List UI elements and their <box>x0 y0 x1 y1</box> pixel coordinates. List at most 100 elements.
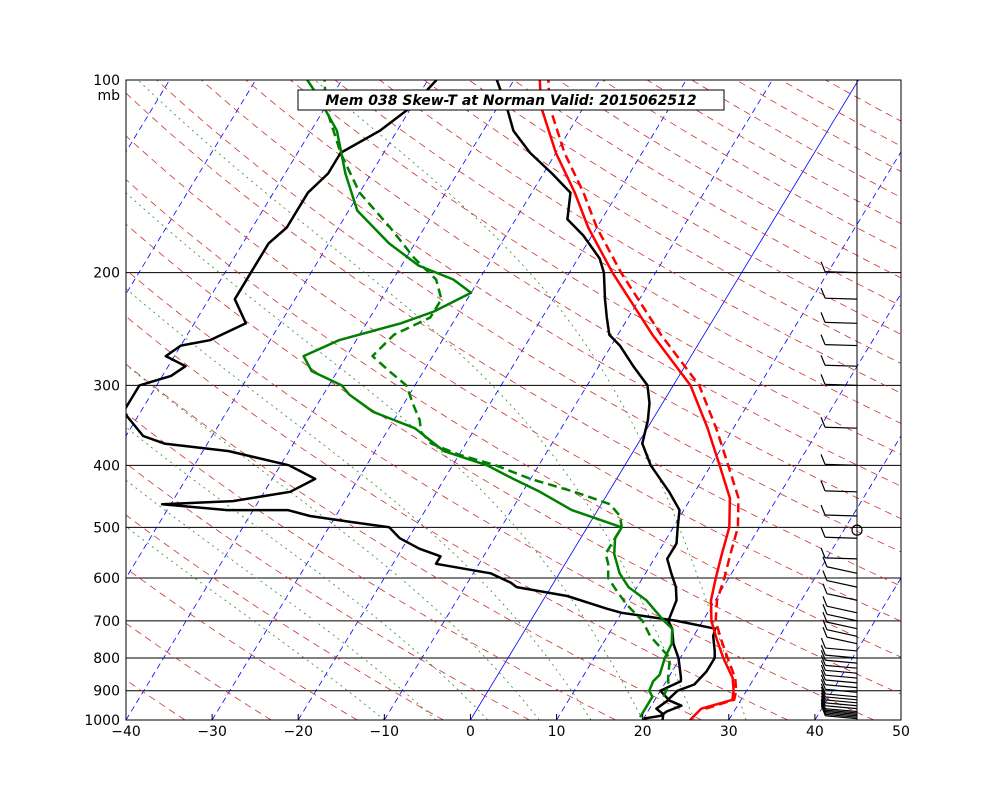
dry-adiabat <box>646 80 901 225</box>
isotherm-line <box>126 80 343 437</box>
y-tick-label: 600 <box>93 571 120 587</box>
series-parcel <box>538 80 735 720</box>
dry-adiabat <box>126 462 530 720</box>
wind-barb <box>820 261 858 274</box>
dry-adiabat <box>126 223 901 695</box>
wind-barb <box>822 583 858 601</box>
series-temperature <box>495 80 683 720</box>
moist-adiabat <box>126 364 540 720</box>
dry-adiabat <box>126 412 616 720</box>
wind-barb <box>820 644 858 659</box>
wind-barb <box>820 660 858 674</box>
dry-adiabat <box>126 567 358 720</box>
wind-barb <box>822 570 858 588</box>
dry-adiabat <box>126 179 901 658</box>
wind-barb <box>822 611 858 630</box>
dry-adiabat <box>557 80 901 279</box>
dry-adiabat <box>126 92 901 587</box>
wind-barb <box>820 312 858 324</box>
moist-adiabat <box>126 479 437 720</box>
wind-barb <box>820 504 858 517</box>
pressure-unit-label: mb <box>97 88 120 104</box>
isotherm-line <box>383 80 773 720</box>
moist-adiabat <box>126 288 592 720</box>
dry-adiabat <box>468 80 901 335</box>
series-temperature-alt <box>126 80 717 720</box>
dry-adiabat <box>126 514 444 720</box>
moist-adiabat <box>314 80 747 720</box>
chart-title-box: Mem 038 Skew-T at Norman Valid: 20150625… <box>297 89 725 111</box>
dry-adiabat <box>780 80 901 147</box>
wind-barb <box>820 655 858 669</box>
y-tick-label: 700 <box>93 614 120 630</box>
dry-adiabat <box>245 80 901 487</box>
x-tick-label: 0 <box>466 724 475 740</box>
wind-barb <box>822 619 858 637</box>
dry-adiabat <box>334 80 901 424</box>
dry-adiabat <box>602 80 901 252</box>
series-dewpoint-alt <box>323 80 672 698</box>
dry-adiabat <box>200 80 901 520</box>
wind-barb <box>820 674 858 689</box>
isotherm-line <box>642 293 901 720</box>
dry-adiabat <box>126 135 901 622</box>
y-tick-label: 900 <box>93 684 120 700</box>
wind-barb <box>820 417 858 429</box>
wind-barb <box>820 374 858 386</box>
dry-adiabat <box>825 80 901 122</box>
isotherm-line <box>728 435 901 720</box>
x-tick-label: −10 <box>370 724 400 740</box>
wind-barb <box>820 669 858 684</box>
dry-adiabat <box>126 315 788 720</box>
isotherm-line <box>987 80 1000 720</box>
dry-adiabat <box>290 80 901 455</box>
wind-barb <box>820 664 858 679</box>
dry-adiabat <box>379 80 901 394</box>
wind-barb <box>820 637 858 652</box>
y-tick-label: 300 <box>93 378 120 394</box>
wind-barb <box>820 527 858 539</box>
wind-barb <box>820 698 858 713</box>
y-tick-label: 200 <box>93 266 120 282</box>
isotherm-line <box>126 80 257 295</box>
wind-barb <box>820 650 858 664</box>
wind-barb <box>820 454 858 466</box>
wind-barb <box>822 556 858 574</box>
wind-barb <box>822 595 858 614</box>
wind-barb <box>822 626 858 645</box>
wind-barb <box>820 692 858 707</box>
dry-adiabat <box>513 80 901 307</box>
wind-barb <box>820 354 858 367</box>
chart-title: Mem 038 Skew-T at Norman Valid: 20150625… <box>325 93 696 109</box>
wind-barb <box>820 679 858 693</box>
x-tick-label: 50 <box>892 724 910 740</box>
isotherm-line <box>126 80 515 720</box>
dry-adiabat <box>126 269 875 720</box>
moist-adiabat <box>126 526 385 720</box>
wind-barb <box>820 547 858 560</box>
dry-adiabat <box>736 80 901 172</box>
moist-adiabat <box>126 426 488 720</box>
x-tick-label: 20 <box>634 724 652 740</box>
wind-barb <box>820 334 858 347</box>
isotherm-line <box>814 577 901 720</box>
dry-adiabat <box>691 80 901 198</box>
series-parcel-alt <box>547 80 740 710</box>
moist-adiabat <box>126 192 644 720</box>
x-tick-label: −40 <box>111 724 141 740</box>
x-tick-label: −20 <box>283 724 313 740</box>
isotherm-line <box>211 80 601 720</box>
plot-frame <box>125 79 902 721</box>
wind-barb <box>822 604 858 622</box>
y-tick-label: 400 <box>93 458 120 474</box>
moist-adiabat <box>137 80 695 720</box>
y-tick-label: 500 <box>93 520 120 536</box>
isotherm-line <box>900 719 901 720</box>
y-tick-label: 800 <box>93 651 120 667</box>
dry-adiabat <box>126 363 702 720</box>
isotherm-line <box>470 80 859 720</box>
y-tick-label: 100 <box>93 73 120 89</box>
series-dewpoint <box>302 80 674 718</box>
